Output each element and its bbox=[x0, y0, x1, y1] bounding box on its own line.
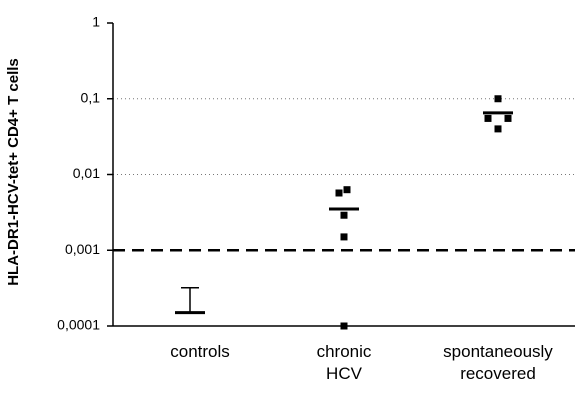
x-tick-label: controls bbox=[170, 342, 230, 361]
data-point bbox=[335, 189, 343, 197]
data-point bbox=[504, 114, 512, 122]
y-axis-label: HLA-DR1-HCV-tet+ CD4+ T cells bbox=[5, 58, 22, 286]
data-point bbox=[340, 233, 348, 241]
y-tick-label: 1 bbox=[92, 14, 100, 30]
y-tick-label: 0,0001 bbox=[57, 317, 100, 333]
data-point bbox=[494, 95, 502, 103]
data-point bbox=[484, 114, 492, 122]
data-point bbox=[340, 211, 348, 219]
y-tick-label: 0,01 bbox=[73, 165, 100, 181]
x-tick-label: spontaneously recovered bbox=[443, 342, 553, 383]
x-tick-label: chronic HCV bbox=[316, 342, 372, 383]
data-point bbox=[340, 322, 348, 330]
y-tick-label: 0,001 bbox=[65, 241, 100, 257]
y-tick-label: 0,1 bbox=[81, 89, 101, 105]
data-point bbox=[343, 186, 351, 194]
data-point bbox=[494, 125, 502, 133]
